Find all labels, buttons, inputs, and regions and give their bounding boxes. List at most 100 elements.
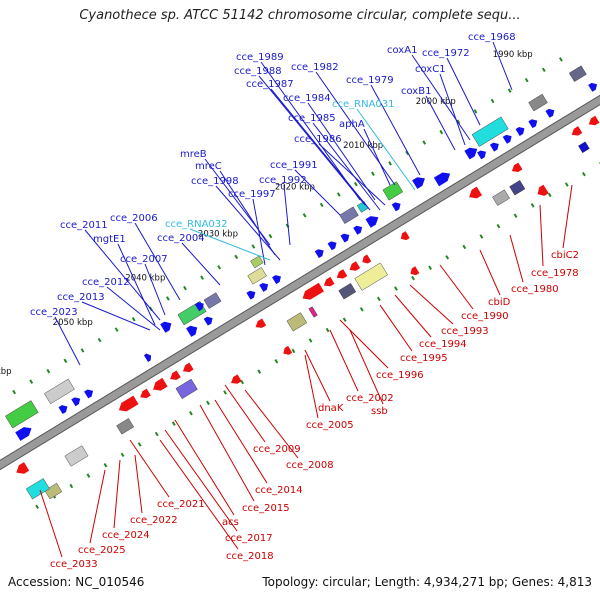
forward-gene-label[interactable]: cce_1992 (259, 175, 307, 186)
forward-tick-mark (171, 421, 176, 426)
reverse-gene-label[interactable]: cce_2025 (78, 545, 126, 556)
forward-gene-label[interactable]: cce_1984 (283, 93, 331, 104)
forward-gene-label[interactable]: mreC (195, 161, 222, 172)
reverse-gene-label[interactable]: cce_2024 (102, 530, 150, 541)
forward-gene-label[interactable]: cce_1998 (191, 176, 239, 187)
forward-tick-mark (223, 390, 227, 395)
forward-gene-label[interactable]: cce_1991 (270, 160, 318, 171)
reverse-gene-label[interactable]: cbiD (488, 297, 511, 308)
forward-label-leader (144, 263, 166, 316)
reverse-label-leader (214, 399, 268, 484)
reverse-gene-label[interactable]: cce_2033 (50, 559, 98, 570)
reverse-tick-mark (490, 98, 495, 104)
forward-gene-label[interactable]: cce_1968 (468, 32, 516, 43)
reverse-gene-label[interactable]: dnaK (318, 403, 344, 414)
reverse-label-leader (509, 234, 524, 283)
reverse-gene-label[interactable]: cce_1994 (419, 339, 467, 350)
forward-gene-label[interactable]: coxA1 (387, 45, 417, 56)
forward-arrow (515, 127, 525, 136)
forward-tick-mark (342, 317, 347, 322)
forward-gene-label[interactable]: cce_1972 (422, 48, 470, 59)
forward-gene-label[interactable]: cce_1982 (291, 62, 339, 73)
reverse-arrow (336, 269, 348, 279)
forward-tick-mark (274, 359, 279, 364)
reverse-gene-label[interactable]: cce_2022 (130, 515, 178, 526)
forward-gene-label[interactable]: cce_1989 (236, 52, 284, 63)
forward-arrow (160, 321, 172, 333)
reverse-gene-label[interactable]: cce_1980 (511, 284, 559, 295)
forward-arrow (71, 397, 81, 407)
reverse-feature (175, 378, 198, 399)
forward-gene-label[interactable]: cce_2006 (110, 213, 158, 224)
reverse-label-leader (244, 389, 299, 459)
forward-gene-label[interactable]: cce_2007 (120, 254, 168, 265)
forward-gene-label[interactable]: coxC1 (415, 64, 446, 75)
reverse-gene-label[interactable]: cce_2017 (225, 533, 273, 544)
reverse-feature (338, 283, 357, 300)
forward-gene-label[interactable]: cce_2013 (57, 292, 105, 303)
forward-gene-label[interactable]: mreB (180, 149, 207, 160)
reverse-tick-mark (166, 296, 170, 301)
forward-gene-label[interactable]: cce_RNA031 (332, 99, 395, 110)
reverse-arrow (170, 370, 181, 380)
forward-arrow (186, 325, 198, 337)
reverse-gene-label[interactable]: cce_2015 (242, 503, 290, 514)
reverse-feature (116, 418, 134, 435)
forward-gene-label[interactable]: cce_1986 (294, 134, 342, 145)
forward-tick-mark (291, 348, 296, 354)
forward-gene-label[interactable]: cce_2023 (30, 307, 78, 318)
forward-gene-label[interactable]: aphA (339, 119, 365, 130)
reverse-gene-label[interactable]: cce_2021 (157, 499, 205, 510)
forward-gene-label[interactable]: cce_2004 (157, 233, 205, 244)
forward-gene-label[interactable]: cce_1997 (228, 189, 276, 200)
reverse-arrow (16, 462, 30, 474)
reverse-gene-label[interactable]: cce_1990 (461, 311, 509, 322)
reverse-label-leader (304, 349, 331, 402)
label-layer: cce_1968cce_1972coxA1coxC1coxB1cce_1982c… (30, 32, 579, 570)
forward-arrow (327, 241, 337, 251)
forward-tick-mark (530, 203, 535, 208)
forward-feature (247, 267, 267, 285)
forward-tick-mark (547, 192, 552, 198)
forward-label-leader (312, 122, 381, 211)
forward-gene-label[interactable]: coxB1 (401, 86, 431, 97)
reverse-gene-label[interactable]: cce_2005 (306, 420, 354, 431)
forward-gene-label[interactable]: cce_2011 (60, 220, 108, 231)
reverse-gene-label[interactable]: cce_2002 (346, 393, 394, 404)
forward-arrow (502, 134, 512, 144)
reverse-gene-label[interactable]: cce_2018 (226, 551, 274, 562)
forward-label-leader (294, 169, 341, 216)
reverse-label-leader (159, 439, 239, 550)
kbp-tick-label: 2060 kbp (0, 367, 12, 377)
reverse-gene-label[interactable]: cce_2008 (286, 460, 334, 471)
forward-gene-label[interactable]: cce_1979 (346, 75, 394, 86)
reverse-gene-label[interactable]: cce_2014 (255, 485, 303, 496)
reverse-label-leader (164, 429, 238, 532)
reverse-label-leader (339, 319, 389, 369)
reverse-tick-mark (353, 181, 358, 187)
forward-gene-label[interactable]: cce_2012 (82, 277, 130, 288)
forward-gene-label[interactable]: cce_RNA032 (165, 219, 228, 230)
reverse-label-leader (113, 459, 121, 529)
reverse-label-leader (329, 329, 359, 392)
reverse-gene-label[interactable]: cce_1978 (531, 268, 579, 279)
forward-gene-label[interactable]: cce_1987 (246, 79, 294, 90)
forward-label-leader (370, 84, 421, 176)
reverse-gene-label[interactable]: ssb (371, 406, 388, 417)
forward-gene-label[interactable]: cce_1988 (234, 66, 282, 77)
reverse-gene-label[interactable]: cce_1996 (376, 370, 424, 381)
reverse-gene-label[interactable]: acs (222, 517, 239, 528)
backbone-layer: 1990 kbp 2000 kbp 2010 kbp 2020 kbp 2030 kbp… (0, 50, 600, 510)
reverse-gene-label[interactable]: cce_1993 (441, 326, 489, 337)
reverse-gene-label[interactable]: cce_1995 (400, 353, 448, 364)
reverse-gene-label[interactable]: cbiC2 (551, 250, 579, 261)
forward-gene-label[interactable]: cce_1985 (288, 113, 336, 124)
forward-arrow (15, 427, 32, 441)
forward-tick-mark (86, 473, 91, 478)
reverse-tick-mark (371, 171, 375, 176)
kbp-tick-label: 2030 kbp (198, 229, 238, 239)
kbp-tick-label: 1990 kbp (493, 50, 533, 60)
forward-gene-label[interactable]: mgtE1 (93, 234, 126, 245)
forward-label-leader (411, 54, 471, 141)
reverse-gene-label[interactable]: cce_2009 (253, 444, 301, 455)
